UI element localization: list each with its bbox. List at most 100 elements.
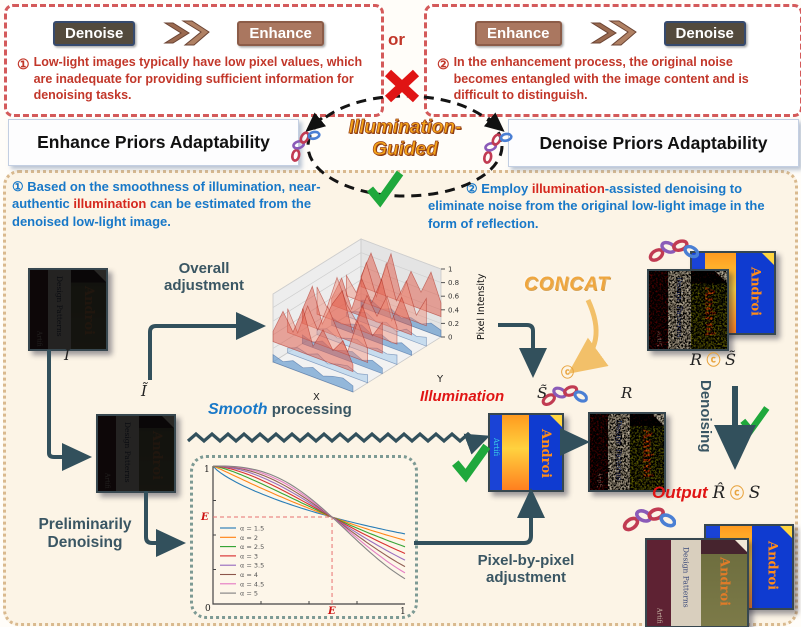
spine-text: Androi	[149, 431, 164, 481]
svg-text:α = 4.5: α = 4.5	[240, 580, 264, 588]
overall-adjustment-label: Overall adjustment	[163, 260, 244, 294]
note-2: ② Employ illumination-assisted denoising…	[428, 180, 790, 232]
output-reflectance-image: Artifi Design Patterns Androi	[645, 538, 749, 627]
note-text: Low-light images typically have low pixe…	[33, 55, 363, 102]
svg-text:α = 4: α = 4	[240, 571, 258, 579]
svg-text:0.6: 0.6	[448, 293, 460, 301]
spine-text: Design Patterns	[123, 422, 133, 483]
pair-label: R ⓒ S̃	[690, 350, 736, 370]
concat-pair-reflectance-image: Artifi Design Patterns Androi	[647, 269, 729, 351]
pair-circled-c: ⓒ	[706, 352, 721, 368]
books-photo: Artifi Design Patterns Androi	[590, 414, 664, 490]
note-1-pre: ① Based on the smoothness of illuminatio…	[12, 179, 321, 212]
svg-text:0.2: 0.2	[448, 320, 459, 328]
preliminarily-denoising-label: Preliminarily Denoising	[38, 516, 132, 551]
svg-text:1: 1	[448, 266, 452, 274]
denoise-first-box: Denoise Enhance ① Low-light images typic…	[4, 4, 384, 117]
svg-text:0.4: 0.4	[448, 306, 460, 314]
label-S-tilde: S̃	[537, 384, 548, 402]
enhance-priors-box: Enhance Priors Adaptability	[8, 119, 299, 166]
note-1: ① Based on the smoothness of illuminatio…	[12, 178, 357, 230]
output-word: Output	[652, 483, 708, 502]
spine-text: Androi	[701, 286, 717, 336]
enhance-badge: Enhance	[475, 20, 562, 46]
then-arrow-icon	[589, 20, 637, 46]
book-spine: Design Patterns	[116, 416, 140, 491]
enhance-first-note: ② In the enhancement process, the origin…	[427, 54, 800, 104]
spine-text: Design Patterns	[681, 546, 691, 608]
denoise-badge: Denoise	[663, 20, 746, 46]
smooth-word: Smooth	[208, 401, 268, 418]
page-fold	[94, 270, 106, 282]
svg-text:E: E	[200, 512, 209, 523]
enhance-badge: Enhance	[237, 20, 324, 46]
book-spine: Design Patterns	[667, 271, 692, 349]
note-1-illumination: illumination	[73, 196, 147, 212]
page-fold	[652, 414, 664, 426]
books-photo: Artifi Design Patterns Androi	[98, 416, 174, 491]
svg-text:E: E	[327, 606, 336, 616]
spine-text: Androi	[716, 557, 732, 607]
illumination-map-image: Artifi Androi	[488, 413, 564, 492]
output-circled-c: ⓒ	[729, 485, 744, 501]
svg-text:α = 3.5: α = 3.5	[240, 562, 264, 570]
svg-text:0: 0	[448, 334, 452, 342]
note-2-illumination: illumination	[531, 181, 605, 196]
book-spine: Artifi	[647, 540, 671, 626]
pixel-by-pixel-label: Pixel-by-pixel adjustment	[477, 552, 575, 586]
page-fold	[715, 271, 727, 283]
spine-text: Androi	[639, 429, 655, 479]
note-2-post: -assisted denoising to eliminate noise f…	[428, 181, 765, 231]
spine-text: Artifi	[103, 473, 111, 489]
smooth-processing-label: Smooth processing	[208, 401, 352, 419]
book-spine: Artifi	[590, 414, 608, 490]
svg-text:α = 3: α = 3	[240, 552, 258, 560]
illumination-guided-line2: Guided	[372, 138, 438, 160]
illum-zone	[501, 415, 529, 490]
denoise-first-badges: Denoise Enhance	[7, 18, 381, 48]
book-spine: Design Patterns	[48, 270, 72, 349]
svg-text:α = 1.5: α = 1.5	[240, 525, 264, 533]
illumination-word: Illumination	[420, 388, 505, 405]
enhance-first-badges: Enhance Denoise	[427, 18, 800, 48]
books-photo: Artifi Design Patterns Androi	[649, 271, 727, 349]
concat-circled-c: ⓒ	[561, 365, 575, 380]
spine-text: Androi	[81, 285, 96, 335]
book-spine: Artifi	[649, 271, 668, 349]
note-2-pre: ② Employ	[466, 181, 532, 196]
pair-label-S-tilde: S̃	[724, 350, 736, 369]
svg-text:1: 1	[400, 607, 406, 616]
svg-text:α = 2: α = 2	[240, 534, 258, 542]
book-spine: Androi	[629, 414, 664, 490]
note-1-post: can be estimated from the denoised low-l…	[12, 196, 312, 229]
denoise-priors-box: Denoise Priors Adaptability	[508, 119, 799, 167]
label-R: R	[621, 384, 633, 402]
output-R-hat: R̂	[712, 483, 726, 503]
page-fold	[780, 526, 792, 538]
processing-word: processing	[267, 401, 352, 418]
svg-text:α = 5: α = 5	[240, 590, 258, 598]
books-photo: Artifi Design Patterns Androi	[647, 540, 747, 626]
enhance-priors-label: Enhance Priors Adaptability	[37, 132, 270, 152]
svg-text:Pixel Intensity: Pixel Intensity	[476, 273, 487, 340]
illumination-guided-label: Illumination- Guided	[330, 117, 480, 161]
label-I-tilde: Ĩ	[141, 382, 147, 400]
cross-icon	[384, 69, 420, 103]
ellipse-arrow-left	[305, 112, 327, 132]
illum-zone: Androi	[752, 526, 792, 608]
ellipse-arrow-right	[483, 112, 505, 132]
spine-text: Design Patterns	[674, 277, 684, 338]
book-spine: Androi	[139, 416, 174, 491]
denoising-label: Denoising	[697, 380, 714, 453]
pair-label-R: R	[690, 350, 703, 369]
page-fold	[550, 415, 562, 427]
zone-text: Androi	[764, 540, 780, 590]
book-spine: Androi	[691, 271, 727, 349]
svg-text:X: X	[313, 392, 320, 403]
book-spine: Design Patterns	[607, 414, 630, 490]
output-S: S	[748, 483, 761, 503]
svg-text:Y: Y	[436, 374, 444, 385]
book-spine: Artifi	[98, 416, 117, 491]
